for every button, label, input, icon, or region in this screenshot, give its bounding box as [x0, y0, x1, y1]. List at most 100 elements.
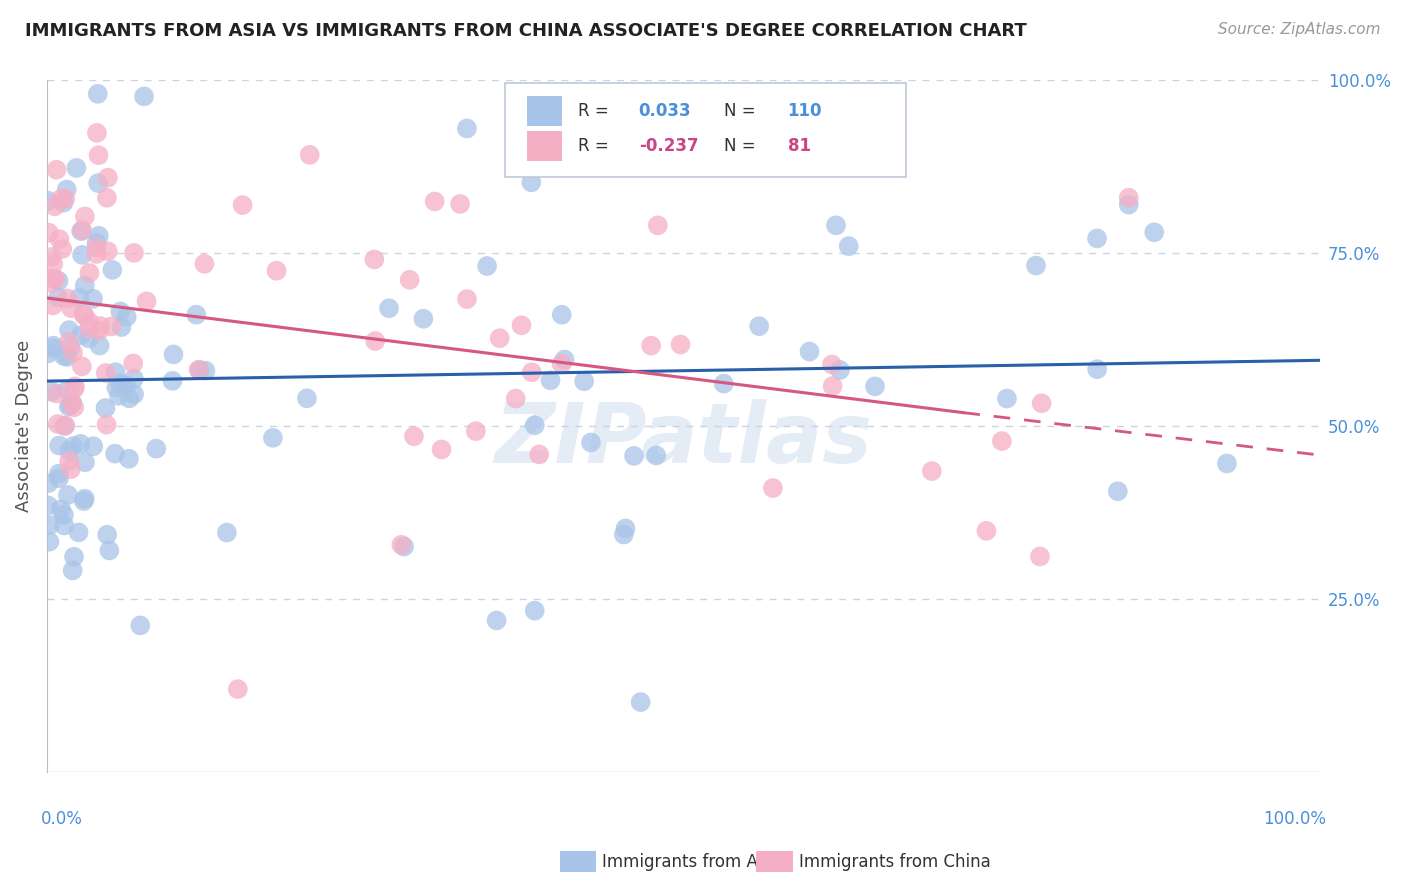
Text: ZIPatlas: ZIPatlas: [495, 400, 872, 481]
Point: [89, 338, 111, 352]
Point: [59, 462, 82, 476]
Point: [510, 318, 533, 333]
Point: [73, 494, 96, 508]
Point: [623, 449, 645, 463]
Text: N =: N =: [724, 102, 761, 120]
Point: [614, 521, 637, 535]
Point: [430, 442, 453, 457]
Point: [63, 401, 86, 415]
Point: [520, 175, 543, 189]
Point: [41, 384, 63, 399]
Point: [572, 374, 595, 388]
Text: IMMIGRANTS FROM ASIA VS IMMIGRANTS FROM CHINA ASSOCIATE'S DEGREE CORRELATION CHA: IMMIGRANTS FROM ASIA VS IMMIGRANTS FROM …: [25, 22, 1026, 40]
Point: [449, 197, 471, 211]
Point: [87, 228, 110, 243]
Point: [630, 695, 652, 709]
Point: [97, 244, 120, 259]
Point: [1085, 231, 1108, 245]
Point: [378, 301, 401, 316]
Point: [79, 315, 101, 329]
Point: [56, 488, 79, 502]
Bar: [527, 96, 562, 127]
Point: [82, 292, 104, 306]
Point: [56, 384, 79, 398]
Point: [828, 363, 851, 377]
Point: [1107, 484, 1129, 499]
Point: [364, 334, 387, 348]
Point: [118, 451, 141, 466]
Point: [58, 335, 80, 350]
Point: [464, 424, 486, 438]
Point: [991, 434, 1014, 448]
Point: [48, 471, 70, 485]
Point: [821, 358, 844, 372]
Point: [65, 161, 87, 175]
Point: [52, 195, 75, 210]
Point: [51, 192, 73, 206]
Point: [266, 263, 288, 277]
Point: [41, 250, 63, 264]
Point: [1031, 396, 1053, 410]
Point: [73, 491, 96, 506]
Point: [44, 199, 66, 213]
Point: [63, 379, 86, 393]
Point: [94, 366, 117, 380]
Point: [37, 346, 59, 360]
Point: [59, 398, 82, 412]
Point: [41, 276, 63, 290]
Point: [108, 389, 131, 403]
Point: [1118, 191, 1140, 205]
Point: [70, 224, 93, 238]
Point: [60, 397, 83, 411]
Point: [42, 271, 65, 285]
Point: [550, 357, 572, 371]
Point: [540, 373, 562, 387]
Point: [70, 248, 93, 262]
Point: [523, 604, 546, 618]
Point: [640, 338, 662, 352]
Point: [1029, 549, 1052, 564]
Point: [53, 192, 76, 206]
Point: [647, 219, 669, 233]
Point: [77, 321, 100, 335]
Point: [42, 341, 65, 355]
Point: [838, 239, 860, 253]
Point: [187, 363, 209, 377]
Point: [73, 309, 96, 323]
Text: N =: N =: [724, 136, 761, 154]
Point: [1085, 362, 1108, 376]
Point: [488, 331, 510, 345]
Text: -0.237: -0.237: [638, 136, 699, 154]
Point: [485, 614, 508, 628]
Point: [38, 534, 60, 549]
Point: [135, 294, 157, 309]
Point: [921, 464, 943, 478]
Point: [79, 266, 101, 280]
Point: [821, 379, 844, 393]
Point: [87, 87, 110, 101]
Point: [613, 527, 636, 541]
Point: [62, 345, 84, 359]
Point: [45, 162, 67, 177]
Point: [89, 323, 111, 337]
Point: [49, 502, 72, 516]
Point: [423, 194, 446, 209]
Point: [62, 563, 84, 577]
Point: [100, 319, 122, 334]
Point: [67, 291, 90, 305]
Point: [1025, 259, 1047, 273]
Point: [110, 304, 132, 318]
Text: R =: R =: [578, 136, 613, 154]
Point: [52, 349, 75, 363]
Text: Source: ZipAtlas.com: Source: ZipAtlas.com: [1218, 22, 1381, 37]
Point: [87, 176, 110, 190]
Point: [193, 257, 215, 271]
Point: [63, 382, 86, 396]
Point: [122, 387, 145, 401]
Point: [713, 376, 735, 391]
Point: [87, 148, 110, 162]
Point: [392, 540, 415, 554]
Point: [46, 417, 69, 431]
Point: [456, 292, 478, 306]
Point: [162, 374, 184, 388]
